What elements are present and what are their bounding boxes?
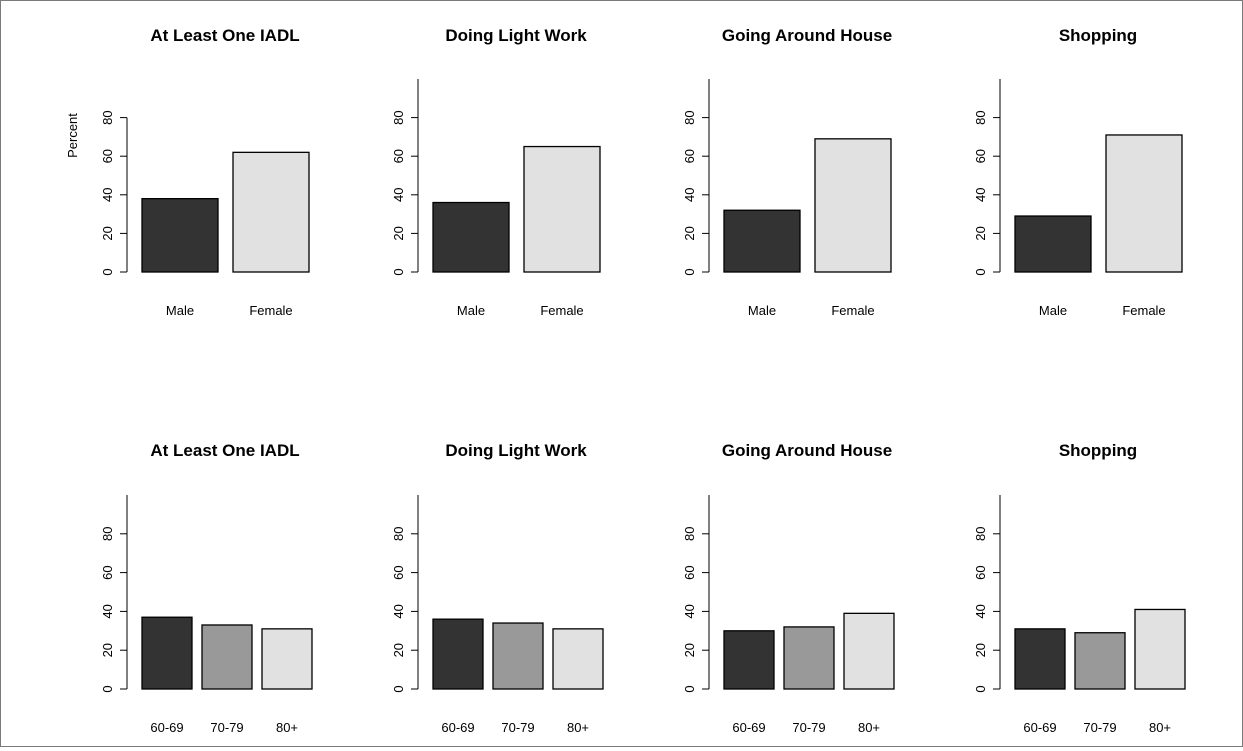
- category-label: 60-69: [732, 720, 765, 735]
- y-tick-label: 20: [682, 226, 697, 240]
- panel-title: Shopping: [1059, 26, 1137, 45]
- category-label: Female: [1122, 303, 1165, 318]
- bar-60-69: [432, 618, 484, 690]
- y-tick-label: 0: [391, 685, 406, 692]
- y-tick-label: 60: [973, 565, 988, 579]
- category-label: Male: [166, 303, 194, 318]
- y-tick-label: 80: [682, 527, 697, 541]
- y-tick-label: 80: [391, 110, 406, 124]
- category-label: Female: [249, 303, 292, 318]
- y-tick-label: 20: [100, 226, 115, 240]
- y-tick-label: 60: [973, 149, 988, 163]
- bar-60-69: [141, 616, 193, 690]
- y-tick-label: 40: [391, 188, 406, 202]
- y-tick-label: 40: [973, 188, 988, 202]
- bar-80-: [1134, 608, 1186, 690]
- panel-6: Doing Light Work 0 20 40 60 80 60-69 70-79 80+: [391, 441, 604, 735]
- y-tick-label: 60: [682, 149, 697, 163]
- panel-title: Doing Light Work: [445, 441, 587, 460]
- panel-title: At Least One IADL: [150, 26, 299, 45]
- category-label: 80+: [567, 720, 589, 735]
- y-tick-label: 40: [682, 604, 697, 618]
- bar-70-79: [1074, 632, 1126, 690]
- y-tick-label: 80: [391, 527, 406, 541]
- y-tick-label: 0: [682, 685, 697, 692]
- bar-80-: [261, 628, 313, 690]
- y-tick-label: 60: [391, 149, 406, 163]
- y-tick-label: 80: [973, 527, 988, 541]
- category-label: 70-79: [792, 720, 825, 735]
- y-tick-label: 0: [100, 685, 115, 692]
- y-tick-label: 60: [391, 565, 406, 579]
- y-tick-label: 0: [100, 268, 115, 275]
- bar-70-79: [783, 626, 835, 690]
- bar-female: [232, 151, 310, 273]
- bar-female: [1105, 134, 1183, 273]
- bar-70-79: [492, 622, 544, 690]
- y-tick-label: 20: [100, 643, 115, 657]
- y-tick-label: 0: [973, 685, 988, 692]
- panel-2: Doing Light Work 0 20 40 60 80 Male Female: [391, 26, 601, 318]
- y-tick-label: 0: [682, 268, 697, 275]
- y-tick-label: 20: [391, 226, 406, 240]
- bar-male: [723, 209, 801, 273]
- bar-60-69: [723, 630, 775, 690]
- panel-7: Going Around House 0 20 40 60 80 60-69 70-79 80+: [682, 441, 895, 735]
- y-tick-label: 20: [973, 226, 988, 240]
- category-label: Male: [1039, 303, 1067, 318]
- category-label: Male: [748, 303, 776, 318]
- category-label: 60-69: [1023, 720, 1056, 735]
- bar-male: [141, 198, 219, 273]
- category-label: 80+: [858, 720, 880, 735]
- y-tick-label: 20: [682, 643, 697, 657]
- panel-8: Shopping 0 20 40 60 80 60-69 70-79 80+: [973, 441, 1186, 735]
- panel-title: At Least One IADL: [150, 441, 299, 460]
- y-tick-label: 40: [391, 604, 406, 618]
- bar-male: [1014, 215, 1092, 273]
- y-tick-label: 80: [682, 110, 697, 124]
- category-label: Female: [831, 303, 874, 318]
- category-label: 60-69: [150, 720, 183, 735]
- panel-title: Going Around House: [722, 441, 892, 460]
- bar-80-: [552, 628, 604, 690]
- category-label: Male: [457, 303, 485, 318]
- y-tick-label: 0: [391, 268, 406, 275]
- category-label: 60-69: [441, 720, 474, 735]
- y-tick-label: 60: [100, 565, 115, 579]
- panel-title: Shopping: [1059, 441, 1137, 460]
- y-tick-label: 80: [973, 110, 988, 124]
- panel-title: Doing Light Work: [445, 26, 587, 45]
- y-tick-label: 60: [100, 149, 115, 163]
- y-tick-label: 80: [100, 110, 115, 124]
- y-tick-label: 80: [100, 527, 115, 541]
- panel-1: At Least One IADL 0 20 40 60 80 Percent Male Fem…: [65, 26, 310, 318]
- category-label: Female: [540, 303, 583, 318]
- panel-5: At Least One IADL 0 20 40 60 80 60-69 70-79 80+: [100, 441, 313, 735]
- y-tick-label: 20: [973, 643, 988, 657]
- category-label: 70-79: [210, 720, 243, 735]
- y-axis-label: Percent: [65, 113, 80, 158]
- y-tick-label: 20: [391, 643, 406, 657]
- category-label: 80+: [1149, 720, 1171, 735]
- y-tick-label: 0: [973, 268, 988, 275]
- y-tick-label: 40: [100, 188, 115, 202]
- y-tick-label: 60: [682, 565, 697, 579]
- category-label: 70-79: [501, 720, 534, 735]
- y-tick-label: 40: [100, 604, 115, 618]
- y-tick-label: 40: [682, 188, 697, 202]
- category-label: 70-79: [1083, 720, 1116, 735]
- bar-60-69: [1014, 628, 1066, 690]
- bar-70-79: [201, 624, 253, 690]
- panel-3: Going Around House 0 20 40 60 80 Male Female: [682, 26, 892, 318]
- y-tick-label: 40: [973, 604, 988, 618]
- panel-4: Shopping 0 20 40 60 80 Male Female: [973, 26, 1183, 318]
- panel-title: Going Around House: [722, 26, 892, 45]
- bar-80-: [843, 612, 895, 690]
- bar-female: [523, 145, 601, 273]
- category-label: 80+: [276, 720, 298, 735]
- bar-male: [432, 201, 510, 273]
- bar-female: [814, 138, 892, 273]
